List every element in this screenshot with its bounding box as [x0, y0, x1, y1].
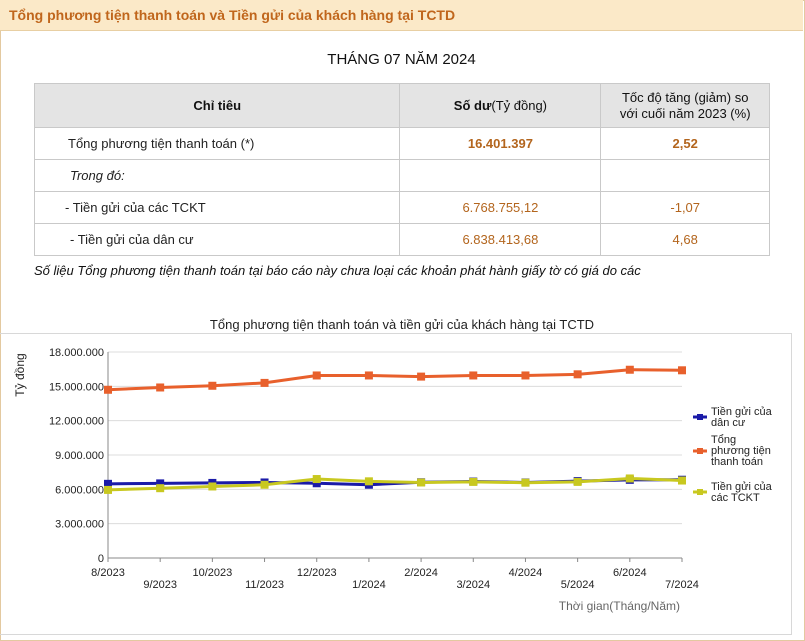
- data-point: [521, 371, 530, 380]
- row-label: - Tiền gửi của dân cư: [33, 223, 401, 256]
- data-point: [678, 476, 686, 485]
- y-tick-label: 12.000.000: [49, 416, 104, 428]
- data-point: [364, 371, 373, 380]
- x-tick-label: 12/2023: [297, 567, 337, 579]
- row-label: - Tiền gửi của các TCKT: [33, 191, 401, 224]
- x-axis-label: Thời gian(Tháng/Năm): [559, 599, 680, 613]
- row-label: Trong đó:: [33, 159, 401, 192]
- data-point: [208, 482, 217, 491]
- data-point: [156, 479, 165, 488]
- page-title: Tổng phương tiện thanh toán và Tiền gửi …: [9, 7, 456, 23]
- footnote: Số liệu Tổng phương tiện thanh toán tại …: [34, 263, 641, 278]
- data-point: [156, 383, 165, 392]
- x-tick-labels: 8/2023 9/2023 10/2023 11/2023 12/2023 1/2024 2…: [91, 558, 699, 591]
- data-point: [208, 381, 217, 390]
- data-point: [104, 485, 112, 494]
- data-point: [104, 385, 112, 394]
- report-period: THÁNG 07 NĂM 2024: [327, 51, 476, 68]
- x-tick-label: 9/2023: [143, 579, 177, 591]
- y-tick-label: 18.000.000: [49, 347, 104, 359]
- data-point: [625, 474, 634, 483]
- column-header-indicator: Chỉ tiêu: [33, 83, 401, 128]
- data-point: [364, 477, 373, 486]
- data-point: [469, 371, 478, 380]
- row-balance: 6.838.413,68: [399, 223, 602, 256]
- series-lines: [104, 365, 686, 494]
- legend: Tiền gửi của dân cư Tổng phương tiện thanh t…: [693, 406, 773, 504]
- grid-lines: [107, 351, 682, 559]
- statistics-table: Chỉ tiêu Số dư(Tỷ đồng) Tốc độ tăng (giả…: [33, 83, 770, 256]
- table-row: Tổng phương tiện thanh toán (*) 16.401.3…: [33, 127, 770, 160]
- data-point: [260, 378, 269, 387]
- data-point: [573, 477, 582, 486]
- row-balance: 6.768.755,12: [399, 191, 602, 224]
- legend-marker: [697, 414, 703, 420]
- y-tick-label: 3.000.000: [55, 519, 104, 531]
- table-row: Trong đó:: [33, 159, 770, 192]
- y-tick-label: 6.000.000: [55, 484, 104, 496]
- series-line: [107, 476, 683, 492]
- chart-title: Tổng phương tiện thanh toán và tiền gửi …: [210, 317, 594, 332]
- row-balance: 16.401.397: [399, 127, 602, 160]
- data-point: [312, 475, 321, 484]
- x-tick-label: 10/2023: [192, 567, 232, 579]
- data-point: [678, 366, 686, 375]
- data-point: [104, 479, 112, 488]
- x-tick-label: 4/2024: [509, 567, 543, 579]
- y-tick-labels: 0 3.000.000 6.000.000 9.000.000 12.000.000 15…: [49, 347, 104, 565]
- data-point: [312, 479, 321, 488]
- x-tick-label: 6/2024: [613, 567, 647, 579]
- x-tick-label: 3/2024: [456, 579, 490, 591]
- series-line: [107, 368, 683, 392]
- row-growth: 2,52: [600, 127, 770, 160]
- legend-label: Tiền gửi của các TCKT: [711, 481, 773, 504]
- table-row: - Tiền gửi của dân cư 6.838.413,68 4,68: [33, 223, 770, 256]
- data-point: [469, 477, 478, 486]
- data-point: [521, 478, 530, 487]
- balance-header-unit: (Tỷ đồng): [491, 98, 548, 113]
- y-tick-label: 9.000.000: [55, 450, 104, 462]
- header-bar: Tổng phương tiện thanh toán và Tiền gửi …: [0, 0, 803, 31]
- table-header-row: Chỉ tiêu Số dư(Tỷ đồng) Tốc độ tăng (giả…: [33, 83, 770, 128]
- data-point: [417, 372, 426, 381]
- column-header-balance: Số dư(Tỷ đồng): [399, 83, 602, 128]
- x-tick-label: 7/2024: [665, 579, 699, 591]
- balance-header-label: Số dư: [453, 98, 492, 113]
- legend-label: Tổng phương tiện thanh toán: [711, 434, 771, 468]
- legend-marker: [697, 489, 703, 495]
- table-row: - Tiền gửi của các TCKT 6.768.755,12 -1,…: [33, 191, 770, 224]
- legend-marker: [697, 448, 703, 454]
- data-point: [573, 370, 582, 379]
- x-tick-label: 2/2024: [404, 567, 438, 579]
- data-point: [156, 484, 165, 493]
- column-header-growth: Tốc độ tăng (giảm) so với cuối năm 2023 …: [600, 83, 770, 128]
- y-tick-label: 0: [98, 553, 104, 565]
- x-tick-label: 1/2024: [352, 579, 386, 591]
- data-point: [625, 365, 634, 374]
- x-tick-label: 11/2023: [245, 579, 284, 591]
- chart-frame: [0, 333, 792, 635]
- data-point: [312, 371, 321, 380]
- x-tick-label: 5/2024: [561, 579, 595, 591]
- y-axis-label: Tỷ đồng: [13, 353, 27, 396]
- y-tick-label: 15.000.000: [49, 381, 104, 393]
- legend-label: Tiền gửi của dân cư: [711, 406, 773, 429]
- growth-header-label: Tốc độ tăng (giảm) so với cuối năm 2023 …: [619, 89, 751, 121]
- data-point: [417, 478, 426, 487]
- data-point: [260, 480, 269, 489]
- x-tick-label: 8/2023: [91, 567, 125, 579]
- row-growth: 4,68: [600, 223, 770, 256]
- row-growth: [600, 159, 770, 192]
